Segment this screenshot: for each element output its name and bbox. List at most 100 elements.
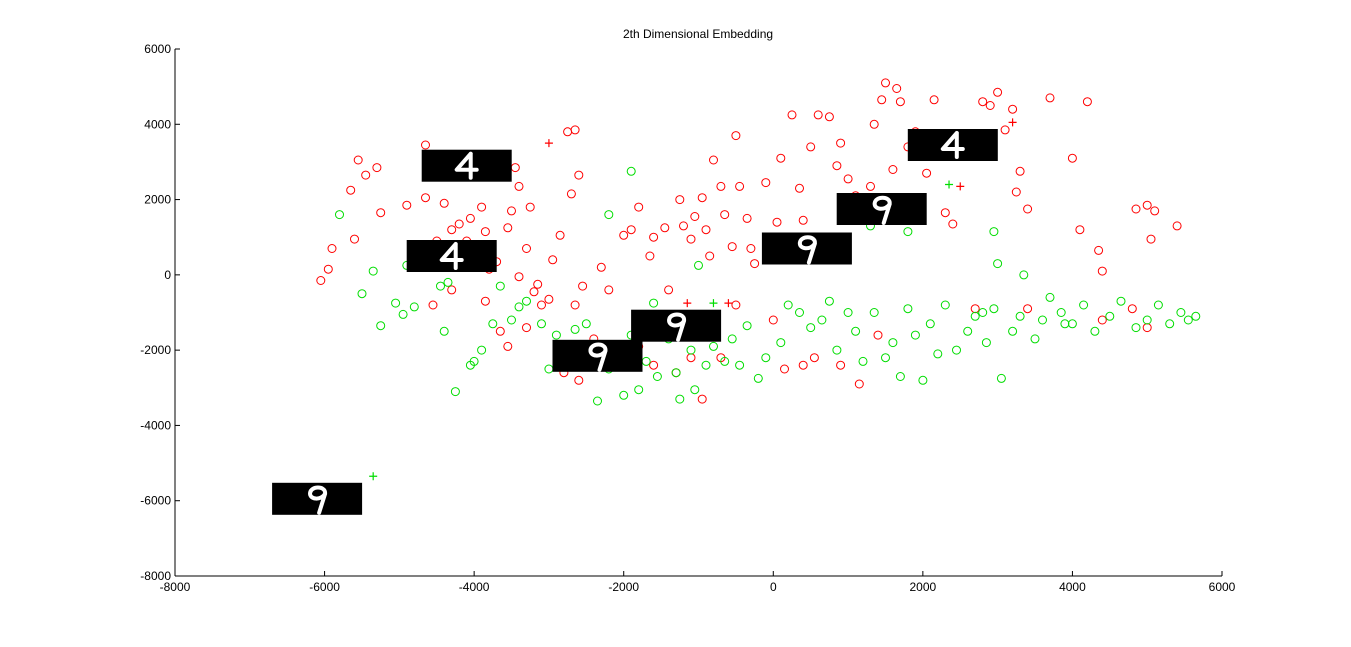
data-point — [1131, 204, 1141, 214]
data-point — [1067, 319, 1077, 329]
data-point — [634, 385, 644, 395]
data-point — [522, 323, 531, 333]
data-point — [316, 276, 326, 285]
data-point — [649, 232, 659, 242]
data-point — [903, 304, 913, 314]
data-point — [851, 326, 861, 336]
data-point — [372, 163, 382, 173]
data-point-plus — [544, 139, 553, 148]
digit-image — [272, 482, 363, 515]
data-point — [895, 372, 905, 381]
data-point — [551, 330, 561, 340]
data-point — [970, 311, 980, 321]
digit-image-stroke — [588, 342, 608, 372]
data-point — [981, 338, 991, 348]
data-point — [1045, 93, 1055, 103]
data-point — [537, 300, 546, 310]
data-point — [641, 356, 651, 366]
data-point — [327, 244, 337, 253]
data-point — [578, 281, 588, 291]
data-point — [323, 264, 333, 274]
y-tick-label: 6000 — [144, 42, 171, 56]
data-point — [806, 323, 816, 333]
data-point — [824, 112, 834, 122]
data-point — [361, 170, 371, 180]
data-point — [439, 326, 449, 336]
data-point — [1056, 308, 1066, 317]
y-tick-label: 4000 — [144, 117, 171, 131]
x-tick-label: 0 — [770, 580, 777, 594]
data-point — [716, 181, 726, 191]
data-point — [1116, 296, 1126, 306]
data-point — [895, 97, 905, 107]
digit-image-stroke — [454, 151, 479, 180]
data-point — [544, 294, 554, 304]
data-point — [533, 279, 543, 289]
data-point — [1105, 311, 1115, 321]
data-point — [428, 300, 438, 310]
data-point — [989, 227, 999, 237]
data-point — [514, 302, 524, 312]
data-point — [705, 251, 715, 261]
data-point — [858, 356, 868, 366]
y-tick-label: -4000 — [140, 418, 171, 432]
data-point — [477, 202, 487, 212]
data-point — [454, 219, 464, 229]
data-point — [690, 212, 700, 221]
data-point — [645, 251, 655, 261]
data-point — [798, 360, 808, 370]
data-point — [439, 198, 449, 208]
y-tick-label: -6000 — [140, 494, 171, 508]
data-point — [690, 385, 700, 395]
data-point — [735, 360, 745, 370]
data-point — [510, 163, 520, 173]
data-point — [1176, 308, 1186, 317]
data-point — [604, 210, 614, 220]
data-point — [1165, 319, 1175, 329]
data-point — [675, 195, 685, 205]
y-tick-label: 2000 — [144, 193, 171, 207]
digit-image-stroke — [308, 485, 328, 515]
data-point — [1067, 153, 1077, 163]
data-point — [679, 221, 688, 231]
data-point — [787, 110, 797, 120]
data-point — [727, 242, 737, 252]
data-point — [619, 390, 629, 400]
data-point — [495, 281, 505, 291]
data-point — [993, 87, 1003, 97]
x-tick-label: -6000 — [309, 580, 340, 594]
data-point — [686, 234, 696, 244]
data-point — [495, 326, 505, 336]
data-point — [750, 259, 760, 269]
data-point — [978, 308, 988, 317]
data-point — [450, 387, 460, 397]
data-point — [649, 360, 659, 370]
data-point — [1153, 300, 1163, 310]
data-point — [1060, 319, 1070, 329]
data-point — [761, 178, 771, 188]
data-point — [776, 153, 786, 163]
axes: -8000 -6000 -4000 -2000 0 2000 4000 6000 6000 400… — [140, 42, 1235, 594]
data-point — [1183, 315, 1193, 325]
data-point — [742, 213, 752, 223]
data-point — [836, 360, 846, 370]
digit-image-stroke — [439, 242, 464, 270]
x-tick-label: 6000 — [1209, 580, 1236, 594]
data-point — [671, 368, 681, 378]
data-point — [686, 353, 696, 363]
data-point — [978, 97, 988, 107]
data-point — [409, 302, 419, 312]
data-point — [1082, 97, 1092, 107]
data-point — [604, 285, 614, 295]
data-point — [525, 202, 535, 212]
data-point — [795, 183, 804, 193]
data-point — [780, 364, 789, 374]
data-point — [686, 345, 696, 355]
data-point — [555, 230, 565, 240]
data-point — [1191, 311, 1201, 321]
data-point — [566, 189, 576, 199]
data-point — [753, 373, 763, 383]
data-point — [421, 193, 430, 203]
data-point — [1045, 292, 1055, 302]
